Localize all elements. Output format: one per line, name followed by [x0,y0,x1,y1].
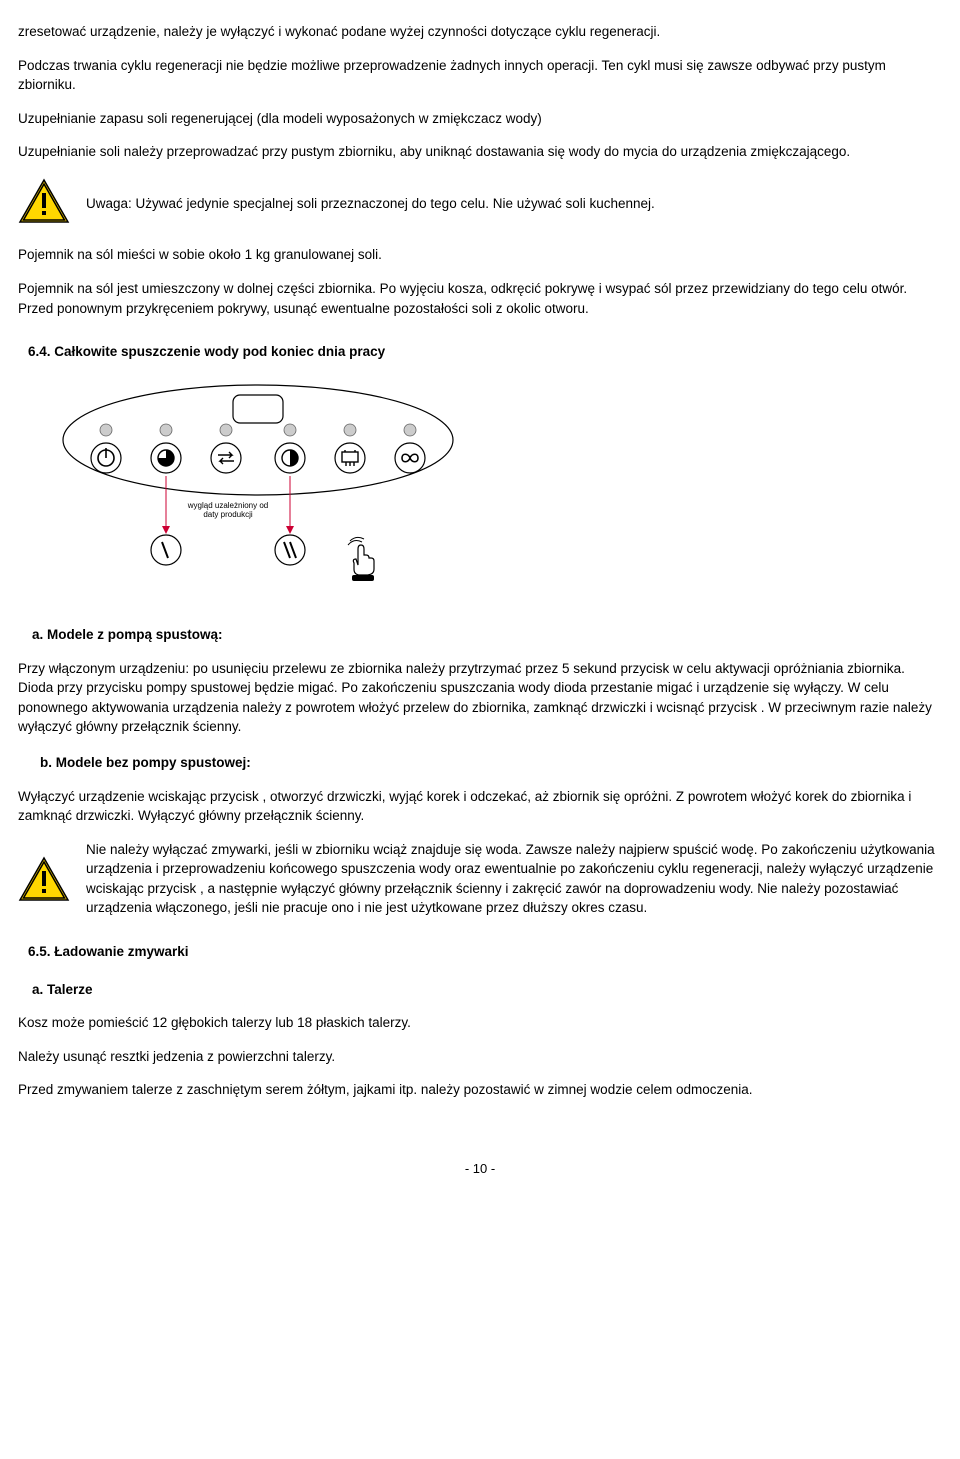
paragraph: Podczas trwania cyklu regeneracji nie bę… [18,56,942,95]
heading-6-4: 6.4. Całkowite spuszczenie wody pod koni… [28,342,942,362]
warning-block: Nie należy wyłączać zmywarki, jeśli w zb… [18,840,942,918]
paragraph: Uzupełnianie zapasu soli regenerującej (… [18,109,942,129]
warning-icon [18,178,70,230]
paragraph: Pojemnik na sól jest umieszczony w dolne… [18,279,942,318]
warning-icon [18,856,70,908]
paragraph: zresetować urządzenie, należy je wyłączy… [18,22,942,42]
warning-text: Uwaga: Używać jedynie specjalnej soli pr… [86,194,655,214]
paragraph: Pojemnik na sól mieści w sobie około 1 k… [18,245,942,265]
subheading-b: b. Modele bez pompy spustowej: [40,753,942,773]
heading-6-5: 6.5. Ładowanie zmywarki [28,942,942,962]
paragraph: Uzupełnianie soli należy przeprowadzać p… [18,142,942,162]
paragraph: Przy włączonym urządzeniu: po usunięciu … [18,659,942,737]
subheading-talerze: a. Talerze [32,980,942,1000]
control-panel-diagram: wygląd uzależniony od daty produkcji [58,380,942,596]
warning-block: Uwaga: Używać jedynie specjalnej soli pr… [18,178,942,230]
paragraph: Należy usunąć resztki jedzenia z powierz… [18,1047,942,1067]
warning-text: Nie należy wyłączać zmywarki, jeśli w zb… [86,840,942,918]
paragraph: Przed zmywaniem talerze z zaschniętym se… [18,1080,942,1100]
paragraph: Kosz może pomieścić 12 głębokich talerzy… [18,1013,942,1033]
panel-note-line1: wygląd uzależniony od [187,501,269,510]
subheading-a: a. Modele z pompą spustową: [32,625,942,645]
panel-note-line2: daty produkcji [203,510,253,519]
page-number: - 10 - [18,1160,942,1179]
paragraph: Wyłączyć urządzenie wciskając przycisk ,… [18,787,942,826]
